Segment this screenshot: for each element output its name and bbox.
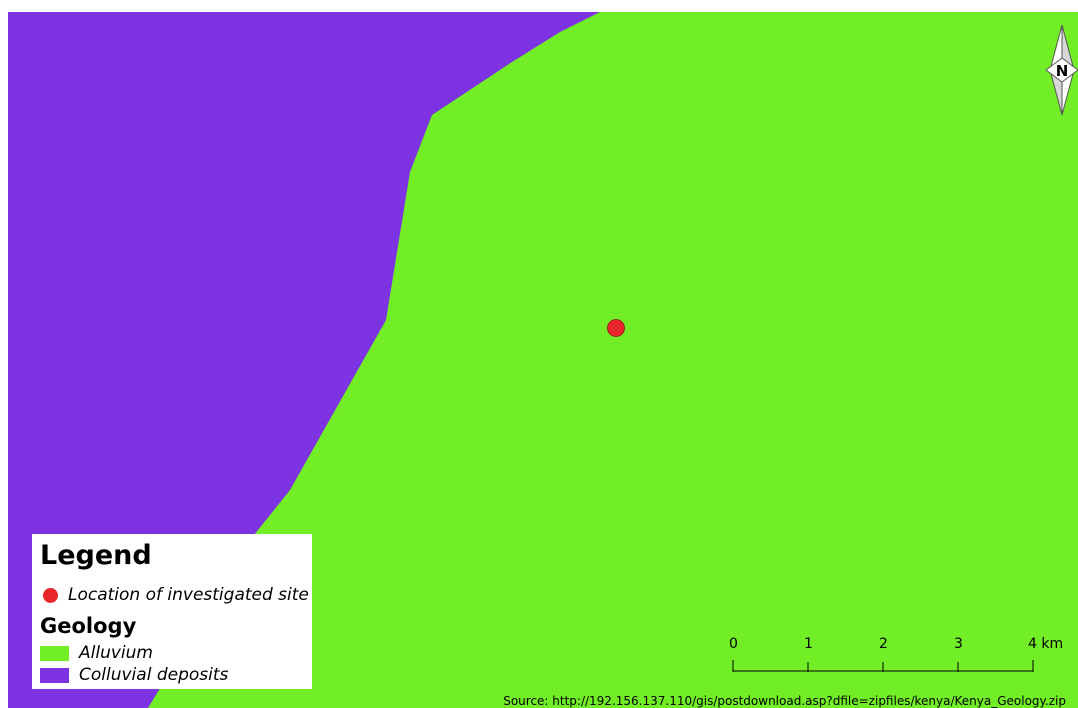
investigated-site-marker[interactable]: [607, 319, 625, 337]
legend-geology-heading: Geology: [40, 614, 137, 638]
legend-item-alluvium: Alluvium: [40, 642, 153, 664]
source-credit: Source: http://192.156.137.110/gis/postd…: [503, 694, 1066, 708]
scale-label-0: 0: [729, 636, 738, 652]
scale-label-2: 2: [879, 636, 888, 652]
alluvium-swatch: [40, 645, 69, 661]
scale-label-3: 3: [954, 636, 963, 652]
legend-item-site: Location of investigated site: [40, 584, 309, 606]
legend-item-colluvial: Colluvial deposits: [40, 664, 228, 686]
legend-panel: Legend Location of investigated site Geo…: [32, 534, 312, 689]
scale-bar: [732, 660, 1034, 672]
legend-colluvial-label: Colluvial deposits: [79, 665, 229, 685]
legend-site-label: Location of investigated site: [68, 585, 309, 605]
north-label: N: [1056, 62, 1069, 80]
colluvial-swatch: [40, 667, 69, 683]
legend-alluvium-label: Alluvium: [79, 643, 153, 663]
scale-label-4: 4 km: [1028, 636, 1064, 652]
site-marker-icon: [43, 587, 58, 603]
legend-title: Legend: [40, 540, 152, 571]
scale-label-1: 1: [804, 636, 813, 652]
north-arrow-icon: N: [1045, 24, 1078, 116]
